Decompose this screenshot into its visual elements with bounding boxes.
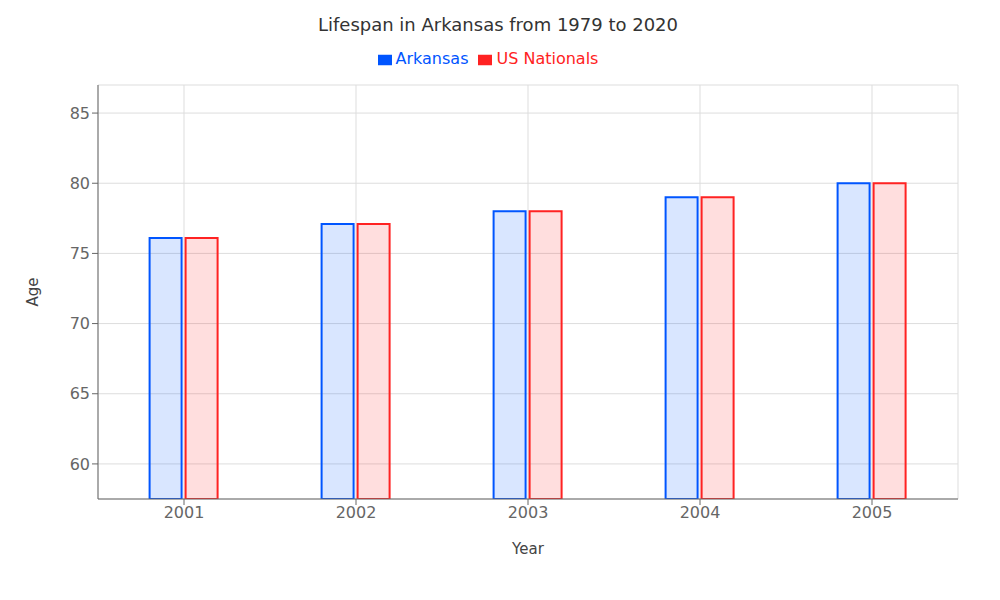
svg-text:Age: Age <box>24 277 42 306</box>
svg-text:85: 85 <box>70 104 90 123</box>
svg-text:2001: 2001 <box>164 503 205 522</box>
html-text:Arkansas: Arkansas <box>395 49 469 68</box>
svg-text:2004: 2004 <box>680 503 721 522</box>
svg-text:80: 80 <box>70 174 90 193</box>
svg-text:75: 75 <box>70 244 90 263</box>
svg-text:2003: 2003 <box>508 503 549 522</box>
html-text:US Nationals: US Nationals <box>496 49 599 68</box>
svg-text:2005: 2005 <box>852 503 893 522</box>
html-text:Lifespan in Arkansas from 1979: Lifespan in Arkansas from 1979 to 2020 <box>318 14 678 35</box>
svg-text:Year: Year <box>511 540 545 558</box>
svg-text:65: 65 <box>70 384 90 403</box>
svg-text:70: 70 <box>70 314 90 333</box>
svg-text:60: 60 <box>70 455 90 474</box>
svg-text:2002: 2002 <box>336 503 377 522</box>
